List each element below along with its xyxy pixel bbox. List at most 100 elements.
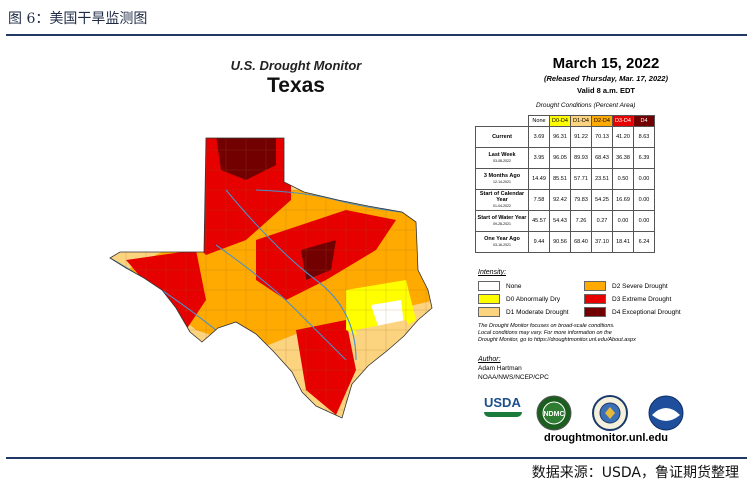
legend-swatch-d1: [478, 307, 500, 317]
released-date: (Released Thursday, Mar. 17, 2022): [544, 74, 668, 83]
table-cell: 92.42: [549, 189, 571, 211]
noaa-logo: [648, 395, 684, 431]
table-cell: 54.25: [591, 189, 613, 211]
table-row: One Year Ago 03-16-2021 9.44 90.56 68.40 …: [475, 231, 655, 253]
row-date: 01-04-2022: [493, 204, 511, 208]
table-cell: 0.00: [612, 210, 634, 232]
table-cell: 0.50: [612, 168, 634, 190]
col-d4: D4: [633, 115, 655, 127]
table-cell: 18.41: [612, 231, 634, 253]
legend-label: D0 Abnormally Dry: [506, 295, 561, 303]
legend-swatch-d3: [584, 294, 606, 304]
table-cell: 8.63: [633, 126, 655, 148]
table-cell: 6.24: [633, 231, 655, 253]
note-line: The Drought Monitor focuses on broad-sca…: [478, 323, 615, 329]
col-d2-d4: D2-D4: [591, 115, 613, 127]
table-row: 3 Months Ago 12-14-2021 14.49 85.51 57.71…: [475, 168, 655, 190]
table-title: Drought Conditions (Percent Area): [536, 102, 636, 109]
state-title: Texas: [267, 74, 325, 97]
table-cell: 0.27: [591, 210, 613, 232]
table-row: Start of Calendar Year 01-04-2022 7.58 92…: [475, 189, 655, 211]
legend-d3: D3 Extreme Drought: [584, 294, 671, 304]
bottom-rule: [6, 457, 747, 459]
table-cell: 23.51: [591, 168, 613, 190]
row-date: 03-16-2021: [493, 243, 511, 247]
table-cell: 68.40: [570, 231, 592, 253]
note-line: Local conditions may vary. For more info…: [478, 330, 612, 336]
table-row: Last Week 03-08-2022 3.95 96.05 89.93 68.…: [475, 147, 655, 169]
texas-drought-map: [109, 137, 433, 419]
table-cell: 3.95: [528, 147, 550, 169]
monitor-url[interactable]: droughtmonitor.unl.edu: [543, 432, 669, 444]
ndmc-logo-text: NDMC: [544, 411, 565, 418]
monitor-date: March 15, 2022: [552, 55, 660, 72]
table-cell: 3.69: [528, 126, 550, 148]
legend-d0: D0 Abnormally Dry: [478, 294, 560, 304]
table-cell: 9.44: [528, 231, 550, 253]
legend-label: D1 Moderate Drought: [506, 308, 569, 316]
table-cell: 96.05: [549, 147, 571, 169]
row-label: 3 Months Ago: [483, 173, 521, 179]
usda-logo-text: USDA: [484, 395, 521, 410]
col-none: None: [528, 115, 550, 127]
valid-time: Valid 8 a.m. EDT: [577, 86, 635, 95]
table-cell: 90.56: [549, 231, 571, 253]
legend-swatch-d2: [584, 281, 606, 291]
table-cell: 85.51: [549, 168, 571, 190]
table-cell: 57.71: [570, 168, 592, 190]
table-cell: 96.31: [549, 126, 571, 148]
legend-d1: D1 Moderate Drought: [478, 307, 569, 317]
monitor-note: The Drought Monitor focuses on broad-sca…: [478, 323, 708, 344]
table-cell: 0.00: [633, 168, 655, 190]
table-corner: [476, 116, 529, 127]
table-cell: 54.43: [549, 210, 571, 232]
table-cell: 91.22: [570, 126, 592, 148]
legend-label: D4 Exceptional Drought: [612, 308, 681, 316]
legend-d4: D4 Exceptional Drought: [584, 307, 681, 317]
ndmc-logo: NDMC: [536, 395, 572, 431]
table-cell: 7.26: [570, 210, 592, 232]
table-row: Current 3.69 96.31 91.22 70.13 41.20 8.6…: [475, 126, 655, 148]
author-name: Adam Hartman: [478, 365, 522, 372]
legend-swatch-none: [478, 281, 500, 291]
table-cell: 0.00: [633, 210, 655, 232]
drought-monitor-panel: U.S. Drought Monitor Texas: [92, 40, 712, 450]
river-brazos: [225, 189, 357, 361]
table-cell: 16.69: [612, 189, 634, 211]
table-cell: 45.57: [528, 210, 550, 232]
intensity-title: Intensity:: [478, 269, 507, 276]
author-agency: NOAA/NWS/NCEP/CPC: [478, 374, 549, 381]
table-cell: 70.13: [591, 126, 613, 148]
figure-caption: 图 6：美国干旱监测图: [8, 11, 148, 27]
table-row: Start of Water Year 09-28-2021 45.57 54.4…: [475, 210, 655, 232]
row-date: 03-08-2022: [493, 159, 511, 163]
legend-none: None: [478, 281, 522, 291]
row-label: One Year Ago: [484, 236, 520, 242]
drought-conditions-table: None D0-D4 D1-D4 D2-D4 D3-D4 D4 Current …: [475, 115, 655, 253]
table-cell: 14.49: [528, 168, 550, 190]
row-label: Start of Calendar Year: [479, 191, 525, 203]
top-rule: [6, 34, 747, 36]
row-label: Last Week: [488, 152, 516, 158]
doc-seal-logo: [592, 395, 628, 431]
monitor-title: U.S. Drought Monitor: [230, 58, 362, 73]
table-cell: 89.93: [570, 147, 592, 169]
usda-logo: USDA: [484, 395, 522, 423]
note-line: Drought Monitor, go to https://droughtmo…: [478, 337, 636, 343]
col-d3-d4: D3-D4: [612, 115, 634, 127]
table-cell: 7.58: [528, 189, 550, 211]
table-cell: 79.83: [570, 189, 592, 211]
legend-swatch-d0: [478, 294, 500, 304]
row-date: 09-28-2021: [493, 222, 511, 226]
table-cell: 68.43: [591, 147, 613, 169]
legend-label: D3 Extreme Drought: [612, 295, 672, 303]
table-cell: 6.39: [633, 147, 655, 169]
row-date: 12-14-2021: [493, 180, 511, 184]
table-cell: 37.10: [591, 231, 613, 253]
legend-swatch-d4: [584, 307, 606, 317]
data-source: 数据来源：USDA，鲁证期货整理: [531, 465, 739, 481]
row-label: Start of Water Year: [477, 215, 527, 221]
table-cell: 41.20: [612, 126, 634, 148]
legend-d2: D2 Severe Drought: [584, 281, 668, 291]
table-cell: 36.38: [612, 147, 634, 169]
